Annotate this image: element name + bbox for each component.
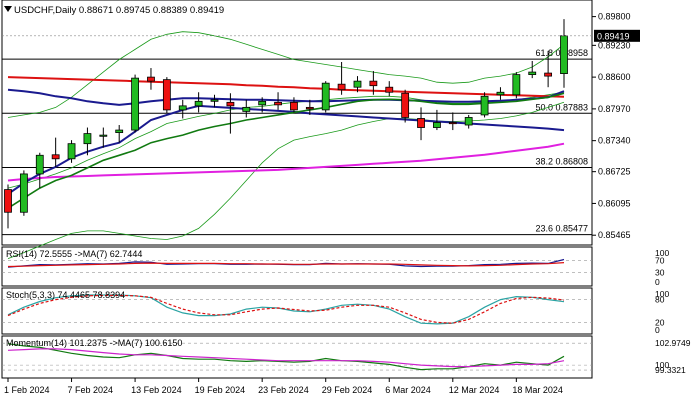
candle-body [369, 80, 378, 87]
x-tick-label: 19 Feb 2024 [195, 385, 246, 395]
price-tick-label: 0.86725 [598, 167, 631, 177]
fib-level-label: 38.2 0.86808 [535, 156, 588, 166]
candle-body [131, 77, 139, 131]
overlay-ma-magenta [7, 142, 565, 182]
candle-body [385, 86, 394, 93]
stoch-tick-label: 80 [655, 295, 665, 305]
x-tick-label: 1 Feb 2024 [4, 385, 50, 395]
price-tick-label: 0.87340 [598, 136, 631, 146]
rsi-tick-label: 30 [655, 268, 665, 278]
rsi-label: RSI(14) 72.5555 ->MA(7) 62.7444 [6, 249, 142, 259]
candle-body [417, 118, 425, 128]
candle-body [401, 92, 410, 118]
price-tick-label: 0.86095 [598, 198, 631, 208]
candle-body [35, 154, 44, 175]
candle-body [353, 80, 362, 88]
x-tick-label: 18 Mar 2024 [512, 385, 563, 395]
candle-body [496, 91, 505, 96]
rsi-tick-label: 0 [655, 277, 660, 287]
candle-body [512, 74, 521, 96]
candle-body [448, 122, 457, 125]
candle-body [242, 106, 251, 112]
candle-body [178, 105, 187, 111]
candle-body [433, 122, 441, 128]
rsi-series-2 [7, 262, 565, 268]
candle-body [4, 189, 12, 213]
price-tick-label: 0.88600 [598, 72, 631, 82]
rsi-tick-label: 70 [655, 255, 665, 265]
price-tick-label: 0.89230 [598, 40, 631, 50]
x-tick-label: 6 Mar 2024 [385, 385, 431, 395]
momentum-tick-label: 100 [655, 360, 669, 370]
stoch-tick-label: 100 [655, 289, 669, 299]
candle-body [274, 101, 282, 106]
candle-body [51, 154, 60, 160]
price-tick-label: 0.89800 [598, 12, 631, 22]
candle-body [258, 100, 267, 106]
x-tick-label: 29 Feb 2024 [322, 385, 373, 395]
candle-body [290, 101, 298, 111]
header-triangle-icon [4, 6, 12, 12]
price-tick-label: 0.85465 [598, 230, 631, 240]
overlay-ma-green [7, 92, 565, 209]
stoch-tick-label: 0 [655, 325, 660, 335]
candle-body [480, 95, 489, 116]
candle-body [162, 79, 171, 111]
x-tick-label: 7 Feb 2024 [68, 385, 114, 395]
panel-frame-3 [1, 335, 593, 379]
stoch-tick-label: 20 [655, 317, 665, 327]
candle-body [83, 133, 92, 145]
candle-body [67, 143, 76, 160]
x-tick-label: 12 Mar 2024 [449, 385, 500, 395]
rsi-tick-label: 100 [655, 248, 669, 258]
candle-body [560, 35, 568, 74]
overlay-bb-upper [7, 31, 565, 118]
candle-body [337, 83, 346, 91]
overlay-ma-red [7, 76, 565, 98]
candle-body [544, 72, 553, 77]
current-price-box [594, 29, 640, 42]
price-tick-label: 0.87970 [598, 104, 631, 114]
candle-body [19, 173, 28, 213]
candle-body [321, 82, 330, 111]
x-tick-label: 13 Feb 2024 [131, 385, 182, 395]
momentum-tick-label: 99.3321 [655, 365, 686, 375]
fib-level-label: 23.6 0.85477 [535, 224, 588, 234]
panel-frame-1 [1, 246, 593, 287]
candle-body [194, 100, 203, 107]
overlay-ma-navy-upper [7, 88, 565, 106]
candle-body [305, 106, 314, 110]
stoch-series-2 [7, 294, 565, 324]
chart-header: USDCHF,Daily 0.88671 0.89745 0.88389 0.8… [14, 5, 224, 16]
candle-body [528, 71, 537, 75]
candle-body [464, 117, 473, 126]
stoch-label: Stoch(5,3,3) 74.4465 78.8394 [6, 290, 125, 300]
candle-body [210, 99, 219, 102]
panel-frame-2 [1, 287, 593, 335]
momentum-label: Momentum(14) 101.2375 ->MA(7) 100.6150 [6, 338, 182, 348]
current-price-label: 0.89419 [597, 31, 630, 41]
overlay-bb-middle [7, 91, 565, 189]
fib-level-label: 50.0 0.87883 [535, 102, 588, 112]
candle-body [115, 129, 124, 133]
candle-body [226, 101, 235, 107]
panel-frame-0 [1, 0, 593, 246]
momentum-tick-label: 102.9749 [655, 338, 691, 348]
x-tick-label: 23 Feb 2024 [258, 385, 309, 395]
candle-body [147, 76, 155, 82]
momentum-series-2 [7, 348, 565, 368]
candle-body [99, 134, 108, 137]
